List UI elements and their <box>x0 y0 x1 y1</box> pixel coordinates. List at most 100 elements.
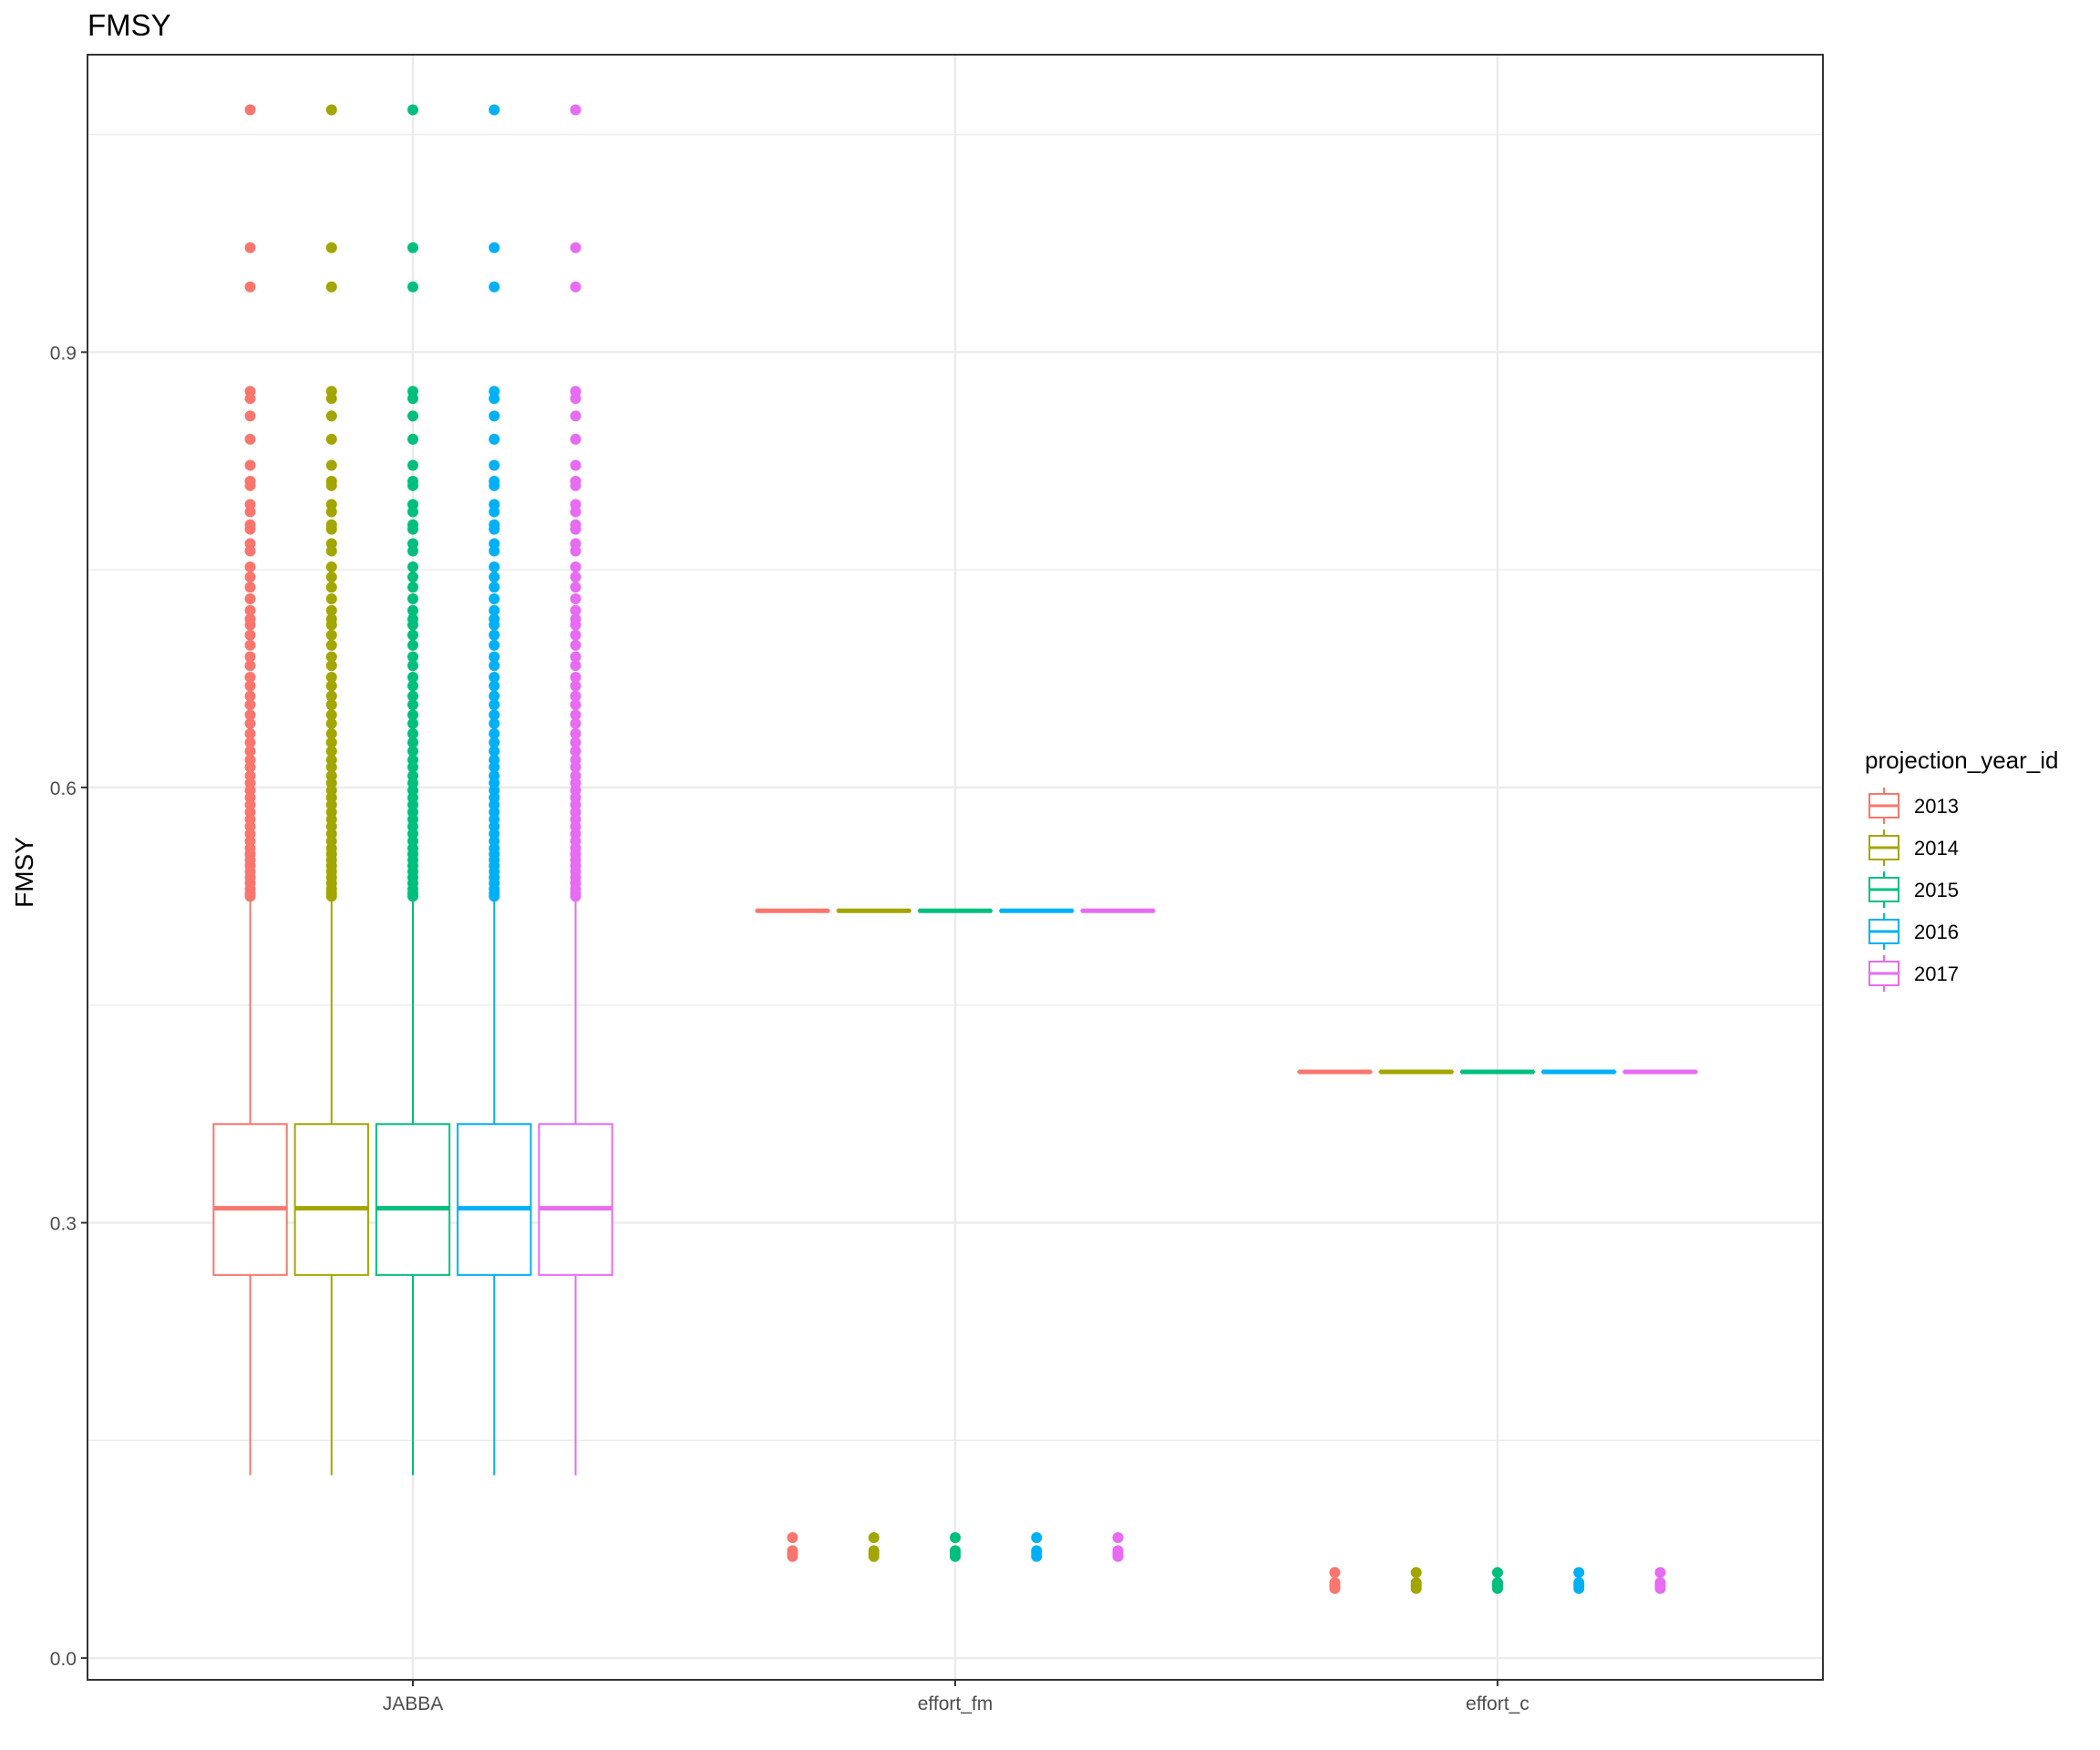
outlier-point <box>1410 1582 1422 1594</box>
outlier-point <box>244 242 256 253</box>
outlier-point <box>1573 1582 1585 1594</box>
outlier-point <box>244 281 256 293</box>
outlier-point <box>570 582 582 593</box>
outlier-point <box>868 1531 880 1543</box>
outlier-point <box>489 660 500 672</box>
outlier-point <box>244 699 256 711</box>
box-body <box>375 1123 451 1276</box>
outlier-point <box>570 592 582 604</box>
legend-item-2015: 2015 <box>1868 871 1959 908</box>
outlier-point <box>407 571 418 583</box>
outlier-point <box>570 523 582 535</box>
outlier-point <box>570 736 582 748</box>
outlier-point <box>325 651 337 663</box>
outlier-point <box>570 104 582 116</box>
outlier-point <box>570 561 582 572</box>
outlier-point <box>1112 1531 1124 1543</box>
outlier-point <box>407 639 418 651</box>
box-JABBA-2013 <box>212 104 288 1476</box>
outlier-point <box>570 717 582 729</box>
outlier-point <box>570 680 582 692</box>
outlier-point <box>570 639 582 651</box>
box-effort_fm-2014 <box>836 908 911 1562</box>
legend-item-2017: 2017 <box>1868 955 1959 992</box>
y-tick-label: 0.0 <box>50 1649 77 1670</box>
outlier-point <box>325 104 337 116</box>
outlier-point <box>407 699 418 711</box>
outlier-point <box>407 709 418 721</box>
outlier-point <box>570 651 582 663</box>
outlier-point <box>489 639 500 651</box>
outlier-point <box>325 523 337 535</box>
outlier-point <box>1492 1567 1503 1579</box>
legend-title: projection_year_id <box>1865 746 2058 774</box>
outlier-point <box>325 736 337 748</box>
outlier-point <box>325 506 337 518</box>
outlier-point <box>1410 1567 1422 1579</box>
legend-label: 2016 <box>1914 921 1959 943</box>
outlier-point <box>407 690 418 702</box>
outlier-point <box>244 523 256 535</box>
outlier-point <box>489 629 500 641</box>
outlier-point <box>570 890 582 902</box>
outlier-point <box>244 651 256 663</box>
outlier-point <box>244 592 256 604</box>
outlier-point <box>1654 1567 1666 1579</box>
outlier-point <box>244 433 256 445</box>
box-body <box>457 1123 532 1276</box>
outlier-point <box>244 629 256 641</box>
outlier-point <box>325 629 337 641</box>
outlier-point <box>407 761 418 773</box>
outlier-point <box>325 639 337 651</box>
x-tick-label: effort_fm <box>918 1693 993 1714</box>
outlier-point <box>570 281 582 293</box>
outlier-point <box>407 523 418 535</box>
box-JABBA-2016 <box>457 104 532 1476</box>
outlier-point <box>407 746 418 757</box>
outlier-point <box>325 604 337 616</box>
outlier-point <box>407 582 418 593</box>
box-effort_c-2016 <box>1541 1069 1617 1594</box>
outlier-point <box>407 393 418 405</box>
outlier-point <box>407 561 418 572</box>
outlier-point <box>570 479 582 491</box>
outlier-point <box>407 651 418 663</box>
outlier-point <box>407 680 418 692</box>
outlier-point <box>489 651 500 663</box>
outlier-point <box>407 410 418 422</box>
outlier-point <box>244 660 256 672</box>
legend-item-2014: 2014 <box>1868 829 1959 866</box>
outlier-point <box>244 571 256 583</box>
outlier-point <box>407 604 418 616</box>
outlier-point <box>325 410 337 422</box>
outlier-point <box>489 736 500 748</box>
outlier-point <box>407 506 418 518</box>
outlier-point <box>1031 1531 1043 1543</box>
box-JABBA-2015 <box>375 104 451 1476</box>
box-JABBA-2014 <box>293 104 369 1476</box>
outlier-point <box>1573 1567 1585 1579</box>
outlier-point <box>570 433 582 445</box>
outlier-point <box>244 545 256 557</box>
outlier-point <box>787 1550 798 1562</box>
legend: projection_year_id 2013 2014 2015 2016 2017 <box>1865 746 2058 992</box>
outlier-point <box>407 736 418 748</box>
outlier-point <box>325 761 337 773</box>
outlier-point <box>489 761 500 773</box>
outlier-point <box>325 680 337 692</box>
outlier-point <box>325 619 337 631</box>
outlier-point <box>244 604 256 616</box>
box-effort_fm-2017 <box>1080 908 1156 1562</box>
outlier-point <box>244 619 256 631</box>
outlier-point <box>325 433 337 445</box>
box-effort_fm-2016 <box>999 908 1075 1562</box>
outlier-point <box>407 717 418 729</box>
x-tick-label: JABBA <box>383 1693 444 1714</box>
outlier-point <box>489 690 500 702</box>
outlier-point <box>489 680 500 692</box>
box-effort_fm-2015 <box>917 908 993 1562</box>
box-effort_fm-2013 <box>755 908 830 1562</box>
outlier-point <box>407 104 418 116</box>
legend-label: 2017 <box>1914 962 1959 985</box>
